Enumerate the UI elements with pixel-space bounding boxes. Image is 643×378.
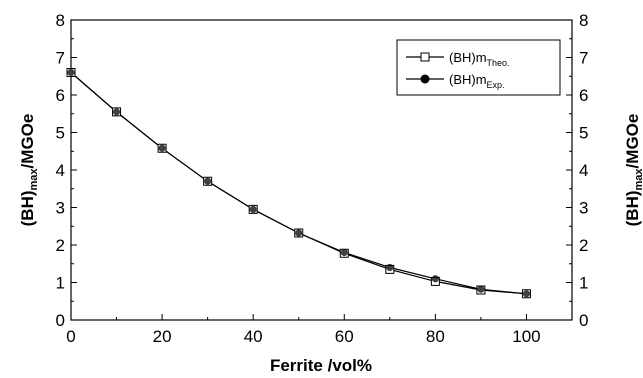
x-tick-label: 20 bbox=[153, 327, 172, 346]
exp-point bbox=[431, 275, 439, 283]
exp-point bbox=[158, 144, 166, 152]
exp-point bbox=[67, 68, 75, 77]
legend-theo-label: (BH)mTheo. bbox=[449, 50, 510, 68]
y-axis-title-left: (BH)max/MGOe bbox=[18, 114, 40, 227]
y-axis-right: 0 1 2 3 4 5 6 7 8 bbox=[566, 11, 588, 330]
x-axis-title: Ferrite /vol% bbox=[270, 356, 372, 375]
y-axis-left: 0 1 2 3 4 5 6 7 8 bbox=[56, 11, 77, 330]
y-tick-label-left: 2 bbox=[56, 236, 65, 255]
y-tick-label-right: 6 bbox=[579, 86, 588, 105]
y-tick-label-right: 3 bbox=[579, 199, 588, 218]
y-axis-title-right: (BH)max/MGOe bbox=[623, 114, 643, 227]
x-tick-label: 0 bbox=[66, 327, 75, 346]
y-tick-label-left: 4 bbox=[56, 161, 65, 180]
exp-point bbox=[340, 248, 348, 257]
y-tick-label-left: 0 bbox=[56, 311, 65, 330]
y-tick-label-left: 7 bbox=[56, 49, 65, 68]
x-tick-label: 100 bbox=[512, 327, 540, 346]
y-tick-label-right: 4 bbox=[579, 161, 588, 180]
exp-point bbox=[112, 108, 121, 116]
series-line-0 bbox=[70, 72, 527, 295]
exp-point bbox=[249, 205, 257, 213]
y-tick-label-left: 3 bbox=[56, 199, 65, 218]
y-tick-label-right: 5 bbox=[579, 124, 588, 143]
legend-box bbox=[396, 39, 561, 96]
exp-point bbox=[477, 285, 485, 293]
y-tick-label-left: 5 bbox=[56, 124, 65, 143]
exp-point bbox=[204, 177, 212, 185]
y-tick-label-right: 2 bbox=[579, 236, 588, 255]
exp-point bbox=[386, 263, 394, 272]
y-tick-label-left: 6 bbox=[56, 86, 65, 105]
exp-point bbox=[295, 229, 303, 237]
x-tick-label: 40 bbox=[244, 327, 263, 346]
y-tick-label-right: 7 bbox=[579, 49, 588, 68]
legend: (BH)mTheo. (BH)mExp. bbox=[396, 39, 561, 96]
legend-exp-marker bbox=[420, 74, 430, 84]
legend-theo-marker bbox=[420, 52, 430, 62]
x-tick-label: 60 bbox=[335, 327, 354, 346]
y-tick-label-left: 1 bbox=[56, 274, 65, 293]
x-axis: 0 20 40 60 80 100 bbox=[66, 314, 541, 346]
y-tick-label-right: 0 bbox=[579, 311, 588, 330]
series-layer bbox=[66, 68, 531, 299]
x-tick-label: 80 bbox=[426, 327, 445, 346]
series-line-1 bbox=[70, 72, 527, 295]
y-tick-label-right: 8 bbox=[579, 11, 588, 30]
legend-exp-label: (BH)mExp. bbox=[449, 72, 505, 90]
y-tick-label-right: 1 bbox=[579, 274, 588, 293]
y-tick-label-left: 8 bbox=[56, 11, 65, 30]
exp-point bbox=[522, 290, 531, 298]
